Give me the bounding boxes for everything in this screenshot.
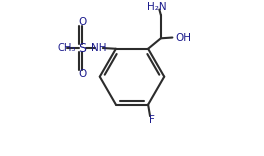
Text: O: O bbox=[78, 17, 87, 27]
Text: F: F bbox=[149, 115, 155, 125]
Text: S: S bbox=[78, 41, 87, 54]
Text: CH₃: CH₃ bbox=[58, 43, 76, 53]
Text: O: O bbox=[78, 69, 87, 79]
Text: OH: OH bbox=[175, 32, 191, 43]
Text: NH: NH bbox=[91, 43, 106, 53]
Text: H₂N: H₂N bbox=[147, 2, 167, 12]
